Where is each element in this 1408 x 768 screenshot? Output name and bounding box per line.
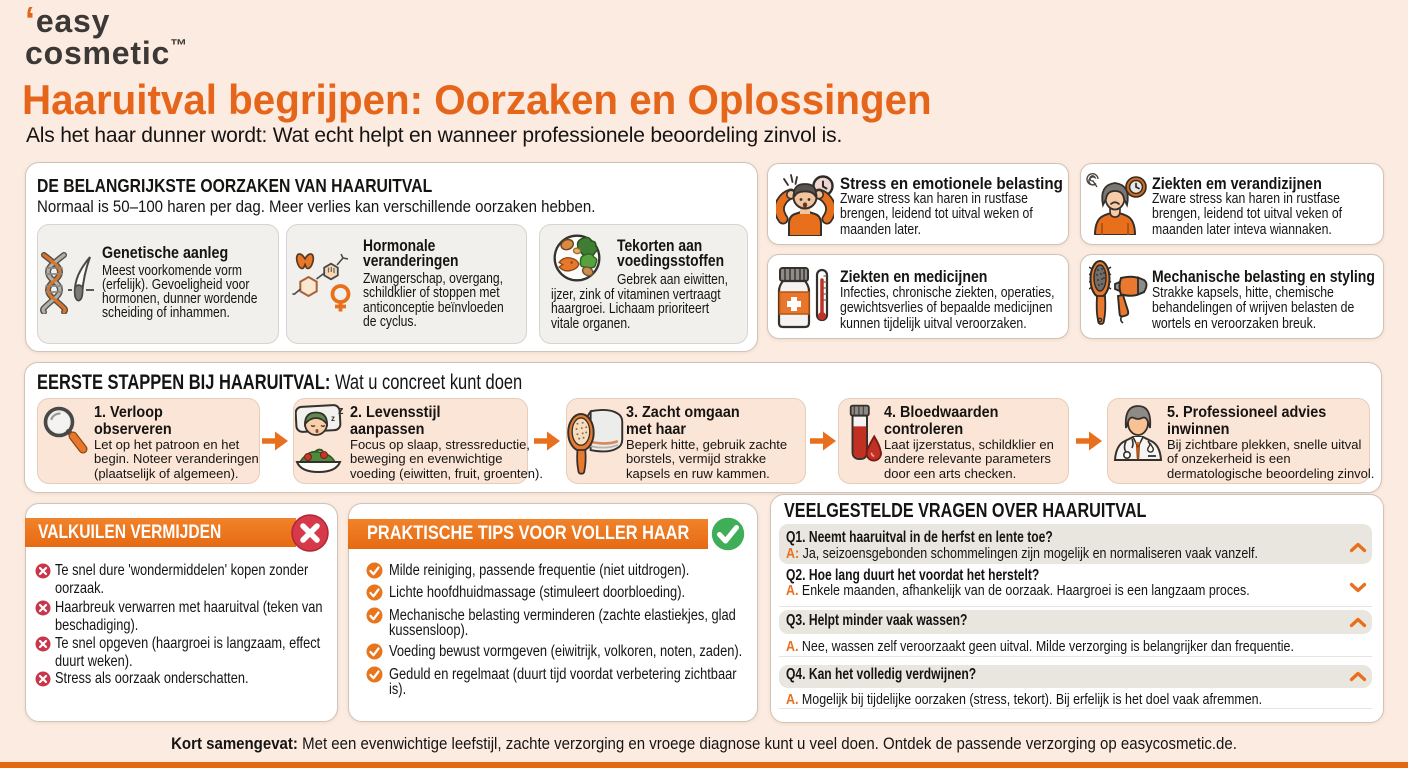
svg-text:z: z <box>338 405 344 417</box>
svg-text:z: z <box>331 414 335 423</box>
